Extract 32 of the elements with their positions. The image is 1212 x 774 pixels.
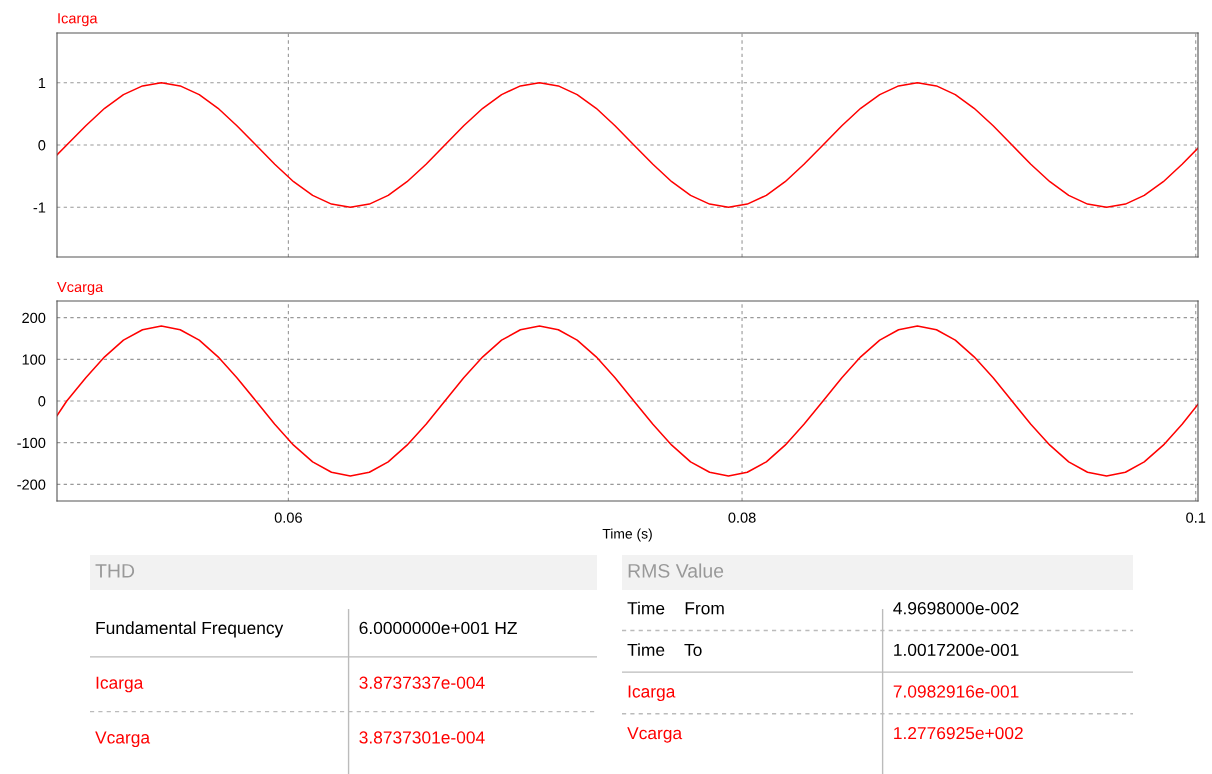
text: Vcarga <box>95 731 151 748</box>
text: Icarga <box>58 13 98 27</box>
line-series <box>57 325 1198 477</box>
text: 6.0000000e+001 HZ <box>359 621 517 635</box>
text: 7.0982916e-001 <box>893 685 1019 698</box>
text: 3.8737301e-004 <box>359 731 485 744</box>
text: Vcarga <box>627 727 683 743</box>
text: Icarga <box>96 676 144 693</box>
text: 1.2776925e+002 <box>894 726 1023 740</box>
x-tick-label: 0.06 <box>274 512 302 523</box>
y-tick-label: 0 <box>38 396 46 407</box>
y-tick-label: -200 <box>17 479 46 490</box>
text: Time To <box>627 643 702 657</box>
y-tick-label: -1 <box>33 202 46 213</box>
x-tick-label: 0.08 <box>728 512 756 523</box>
y-tick-label: 0 <box>38 140 46 151</box>
text: Vcarga <box>57 281 104 295</box>
text: 4.9698000e-002 <box>893 602 1019 615</box>
text: RMS Value <box>628 563 724 578</box>
y-tick-label: 200 <box>22 312 46 324</box>
text: 3.8737337e-004 <box>359 676 485 689</box>
text: Icarga <box>628 685 676 702</box>
y-tick-label: -100 <box>17 437 46 449</box>
text: 1.0017200e-001 <box>894 643 1019 657</box>
x-axis-title: Time (s) <box>602 528 652 542</box>
y-tick-label: 100 <box>22 354 46 365</box>
line-series <box>57 82 1198 208</box>
text: Time From <box>627 601 724 615</box>
x-tick-label: 0.1 <box>1186 512 1206 523</box>
y-tick-label: 1 <box>38 78 46 89</box>
text: THD <box>95 564 135 578</box>
text: Fundamental Frequency <box>96 621 284 638</box>
